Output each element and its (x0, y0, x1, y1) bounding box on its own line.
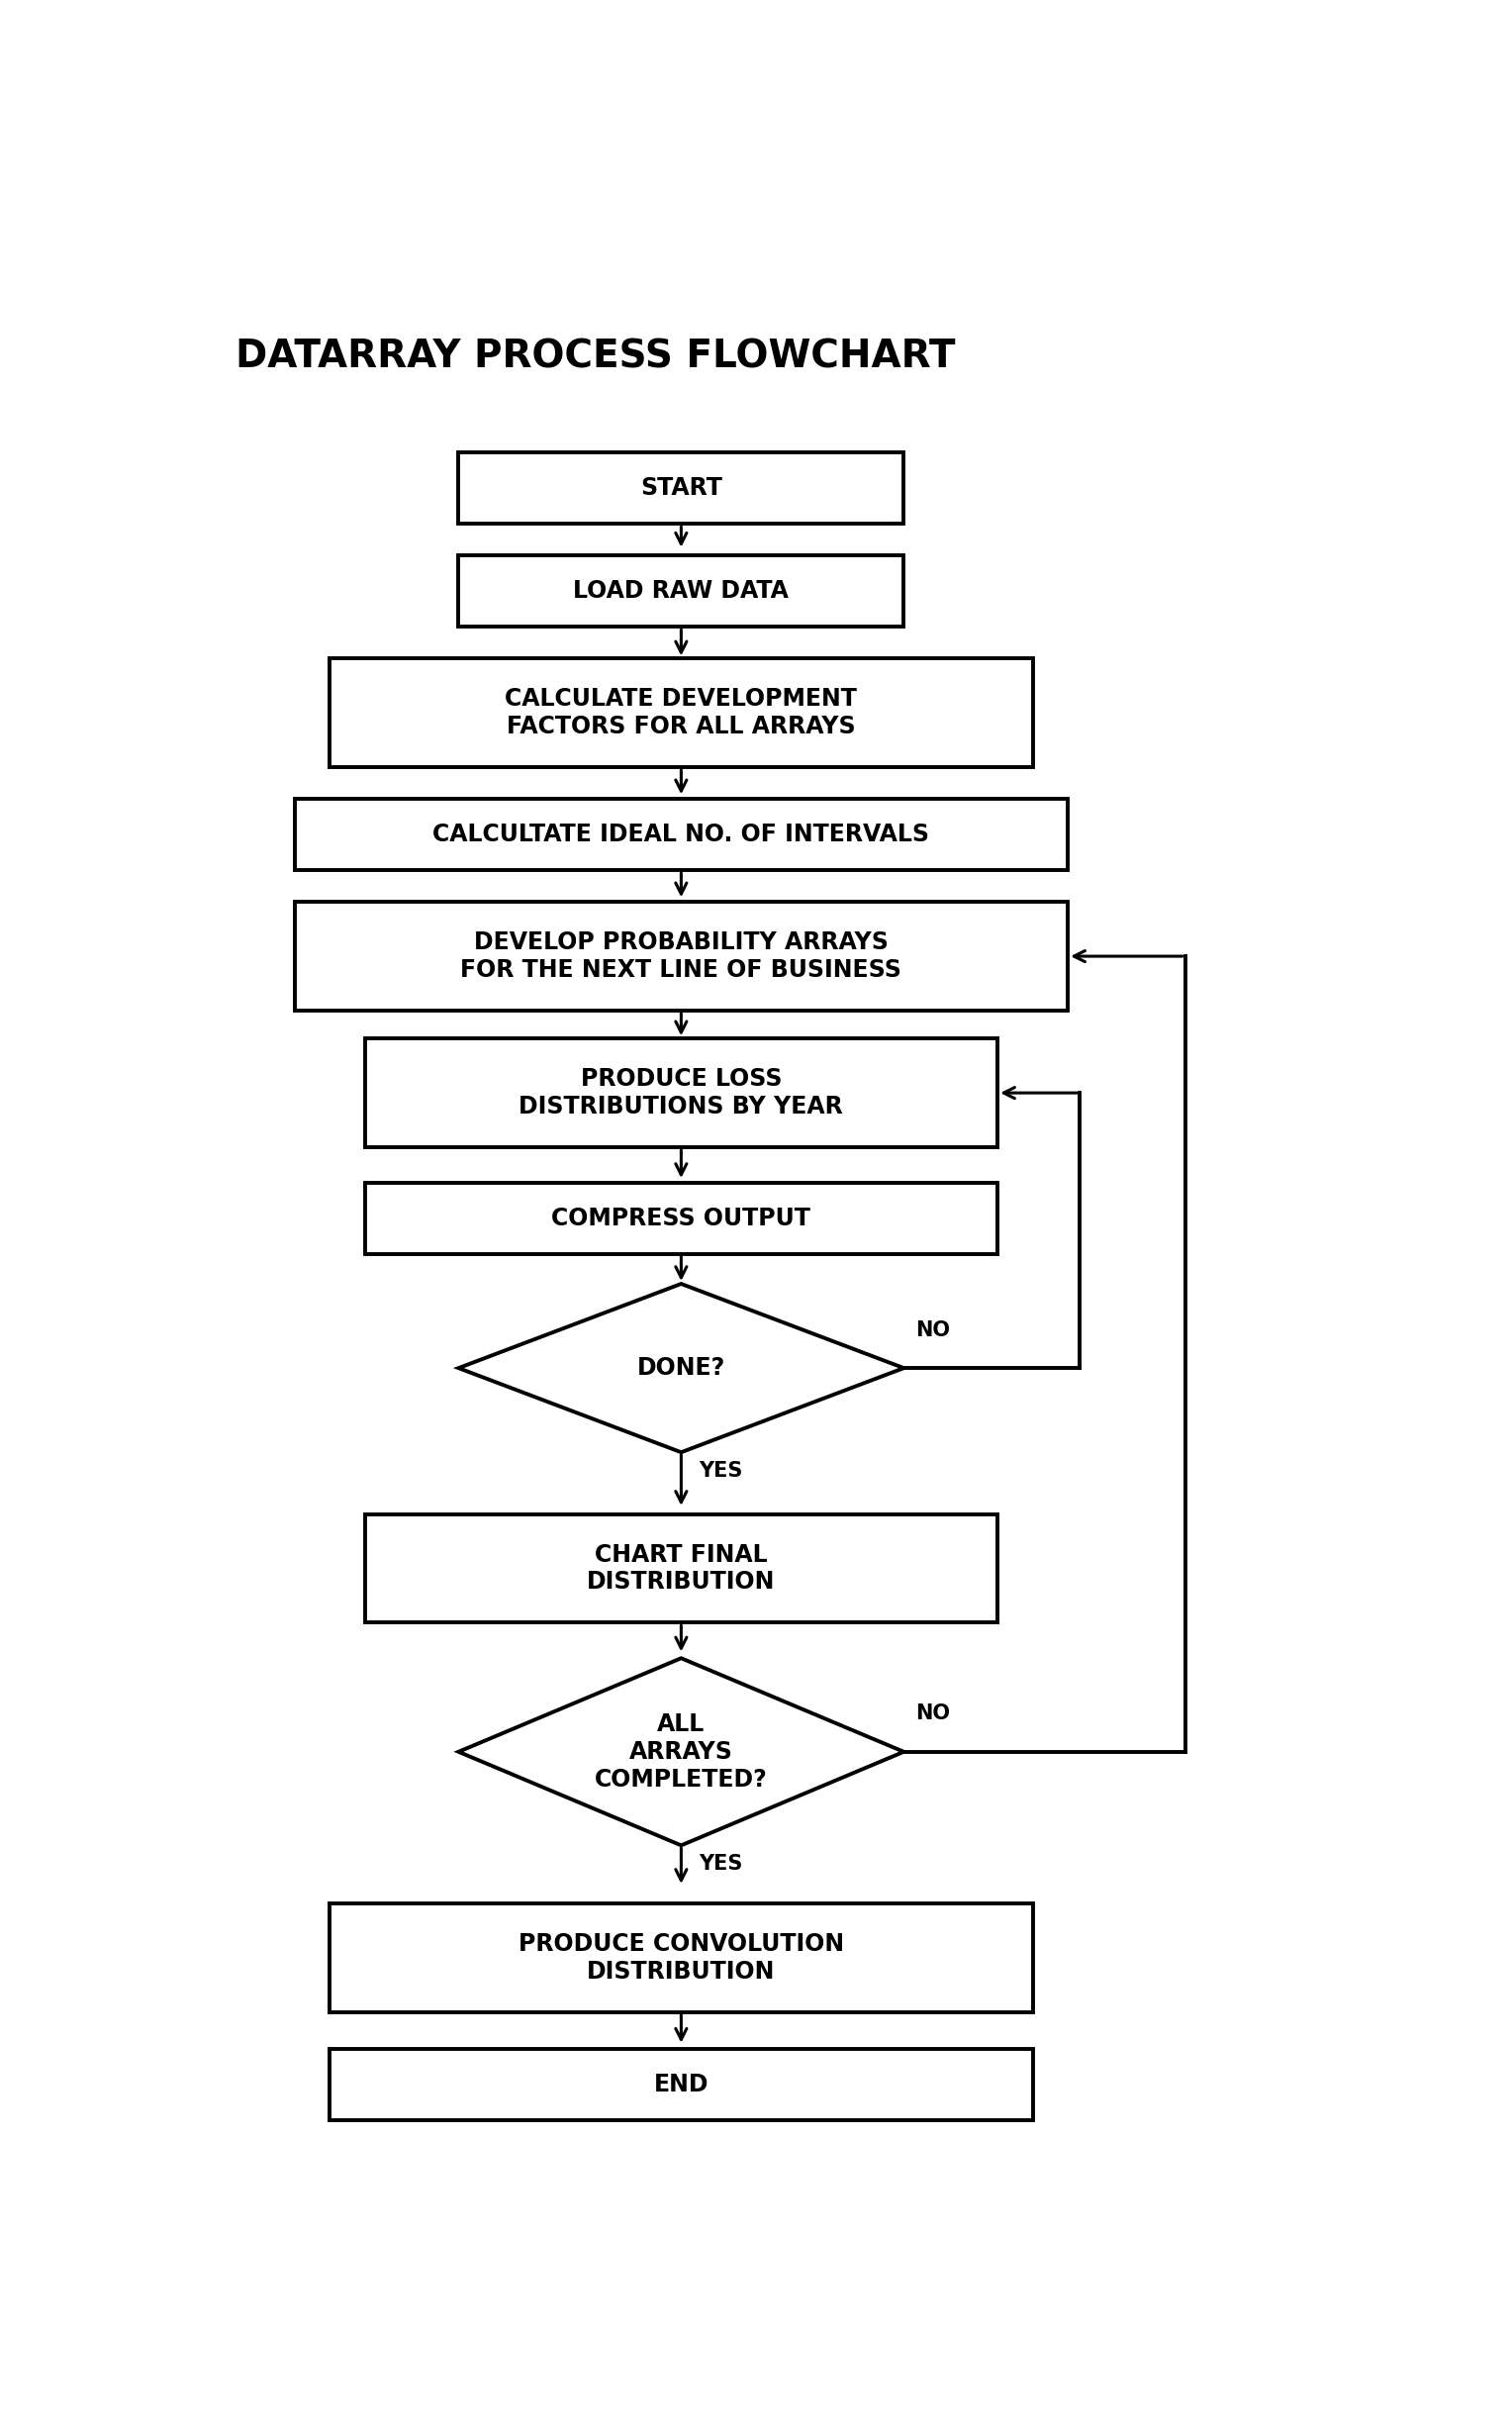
Text: ALL
ARRAYS
COMPLETED?: ALL ARRAYS COMPLETED? (594, 1711, 768, 1792)
Text: NO: NO (916, 1704, 950, 1724)
Text: LOAD RAW DATA: LOAD RAW DATA (573, 579, 789, 603)
Bar (330, 659, 1033, 768)
Bar (330, 2049, 1033, 2120)
Bar (364, 1184, 998, 1254)
Text: PRODUCE CONVOLUTION
DISTRIBUTION: PRODUCE CONVOLUTION DISTRIBUTION (519, 1933, 844, 1984)
Bar (330, 1903, 1033, 2013)
Text: YES: YES (699, 1855, 742, 1874)
Text: DEVELOP PROBABILITY ARRAYS
FOR THE NEXT LINE OF BUSINESS: DEVELOP PROBABILITY ARRAYS FOR THE NEXT … (461, 931, 901, 982)
Text: START: START (640, 476, 723, 501)
Polygon shape (458, 1284, 904, 1451)
Bar (295, 800, 1067, 870)
Text: CALCULATE DEVELOPMENT
FACTORS FOR ALL ARRAYS: CALCULATE DEVELOPMENT FACTORS FOR ALL AR… (505, 688, 857, 739)
Text: CALCULTATE IDEAL NO. OF INTERVALS: CALCULTATE IDEAL NO. OF INTERVALS (432, 822, 930, 846)
Polygon shape (458, 1658, 904, 1845)
Bar (458, 557, 904, 627)
Text: DATARRAY PROCESS FLOWCHART: DATARRAY PROCESS FLOWCHART (236, 338, 956, 377)
Text: COMPRESS OUTPUT: COMPRESS OUTPUT (552, 1206, 810, 1230)
Bar (295, 902, 1067, 1011)
Text: PRODUCE LOSS
DISTRIBUTIONS BY YEAR: PRODUCE LOSS DISTRIBUTIONS BY YEAR (519, 1067, 844, 1118)
Text: END: END (653, 2074, 709, 2098)
Text: DONE?: DONE? (637, 1356, 726, 1381)
Text: CHART FINAL
DISTRIBUTION: CHART FINAL DISTRIBUTION (587, 1544, 776, 1595)
Bar (364, 1515, 998, 1621)
Text: YES: YES (699, 1461, 742, 1480)
Bar (364, 1038, 998, 1147)
Bar (458, 452, 904, 523)
Text: NO: NO (916, 1320, 950, 1339)
